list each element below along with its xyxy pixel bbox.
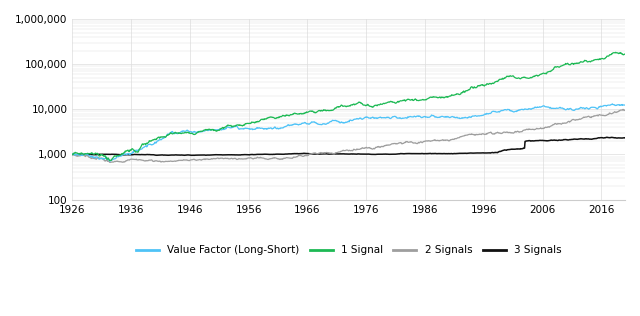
Legend: Value Factor (Long-Short), 1 Signal, 2 Signals, 3 Signals: Value Factor (Long-Short), 1 Signal, 2 S… [131,241,566,259]
